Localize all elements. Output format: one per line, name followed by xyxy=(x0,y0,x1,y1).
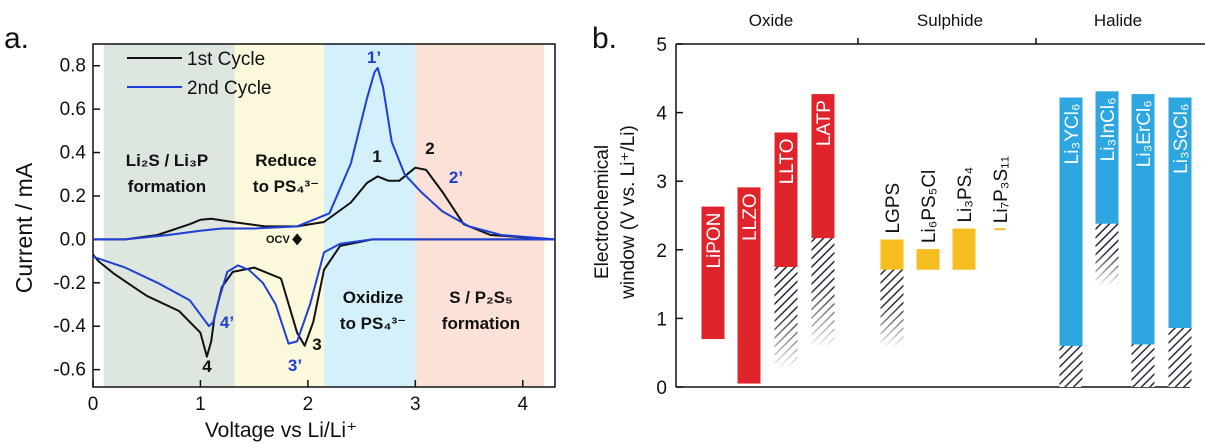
y-tick-label: 0.4 xyxy=(60,143,87,164)
y-tick-label: 3 xyxy=(656,172,667,193)
region-label-oxidize: Oxidize xyxy=(343,288,403,307)
x-tick-label: 3 xyxy=(410,394,421,415)
peak-label-4: 4 xyxy=(202,357,212,376)
region-label-formation-1: formation xyxy=(128,177,206,196)
y-axis-title: Current / mA xyxy=(11,162,37,293)
bar-label-1: LLZO xyxy=(740,193,761,241)
bar-label-6: Li₃PS₄ xyxy=(955,167,976,223)
y-tick-label: 0.2 xyxy=(60,186,86,207)
bar-11-hatch xyxy=(1168,328,1192,387)
y-tick-label: 0.6 xyxy=(60,99,86,120)
region-band-2 xyxy=(234,44,324,387)
ocv-marker xyxy=(292,233,303,246)
y-tick-label: 1 xyxy=(656,309,667,330)
y-tick-label: 0.8 xyxy=(60,56,86,77)
y-tick-label: -0.2 xyxy=(53,273,86,294)
legend-label-1st-cycle: 1st Cycle xyxy=(187,49,265,70)
window-bars: LiPON LLZO LLTO LATP LGPS Li₆PS₅Cl Li₃PS₄ Li₇P₃… xyxy=(701,91,1192,388)
bar-label-0: LiPON xyxy=(704,213,725,269)
y-tick-label: 0.0 xyxy=(60,229,86,250)
bar-3-fade xyxy=(810,238,836,347)
panel-a-axes: 0 1 2 3 4 0.8 0.6 0.4 0.2 0.0 -0.2 -0.4 -0.6 xyxy=(53,43,556,415)
bar-1-solid xyxy=(737,187,761,384)
group-header-halide: Halide xyxy=(1094,11,1142,30)
bar-label-5: Li₆PS₅Cl xyxy=(919,170,940,243)
region-label-s-p2s5: S / P₂S₅ xyxy=(449,288,513,307)
bar-8-solid xyxy=(1059,97,1083,388)
bar-10-solid xyxy=(1131,94,1155,387)
region-label-formation-2: formation xyxy=(442,314,520,333)
group-header-oxide: Oxide xyxy=(749,11,793,30)
y-tick-label: 2 xyxy=(656,241,667,262)
bar-4-fade xyxy=(879,269,905,347)
bar-0-solid xyxy=(701,206,725,339)
panel-b-axes: 0 1 2 3 4 5 xyxy=(656,35,1205,399)
group-headers: Oxide Sulphide Halide xyxy=(749,11,1142,30)
region-labels: Li₂S / Li₃P formation Reduce to PS₄³⁻ Ox… xyxy=(126,151,520,333)
bar-label-3: LATP xyxy=(814,100,835,146)
peak-label-1-prime: 1’ xyxy=(367,48,381,67)
bar-6-solid xyxy=(952,228,976,270)
region-shading xyxy=(103,44,545,387)
peak-label-4-prime: 4’ xyxy=(220,313,234,332)
bar-5-solid xyxy=(916,249,940,270)
bar-label-7: Li₇P₃S₁₁ xyxy=(991,156,1012,223)
bar-9-fade xyxy=(1094,223,1120,286)
ocv-label: OCV xyxy=(266,234,291,246)
bar-label-4: LGPS xyxy=(883,183,904,234)
panel-a: a. 0 1 2 3 4 0.8 0.6 0.4 0.2 0.0 -0.2 -0.4 -0.6 Li₂S… xyxy=(4,22,556,442)
plot-frame xyxy=(92,43,556,388)
region-label-to-ps4-reduce: to PS₄³⁻ xyxy=(253,177,319,196)
cv-curves xyxy=(92,66,556,358)
legend-label-2nd-cycle: 2nd Cycle xyxy=(187,78,272,99)
y-tick-label: 4 xyxy=(656,104,667,125)
bar-2-fade xyxy=(773,266,799,368)
bar-8-hatch xyxy=(1059,345,1083,387)
y-tick-label: 5 xyxy=(656,35,667,56)
region-band-4 xyxy=(415,44,545,387)
y-tick-label: -0.6 xyxy=(53,360,86,381)
y-axis-title-line2: window (V vs. Li⁺/Li) xyxy=(618,125,639,300)
x-tick-label: 1 xyxy=(195,394,206,415)
region-label-to-ps4-oxidize: to PS₄³⁻ xyxy=(340,314,406,333)
bar-label-8: Li₃YCl₆ xyxy=(1062,104,1083,165)
bar-label-11: Li₃ScCl₆ xyxy=(1171,104,1192,174)
peak-label-3: 3 xyxy=(312,335,321,354)
x-axis-title: Voltage vs Li/Li⁺ xyxy=(205,419,357,442)
legend: 1st Cycle 2nd Cycle xyxy=(127,49,272,99)
panel-b-label: b. xyxy=(592,22,617,55)
x-tick-label: 2 xyxy=(303,394,314,415)
region-label-li2s-li3p: Li₂S / Li₃P xyxy=(126,151,208,170)
bar-label-9: Li₃InCl₆ xyxy=(1098,97,1119,161)
peak-label-3-prime: 3’ xyxy=(288,356,302,375)
x-tick-label: 0 xyxy=(88,394,99,415)
x-tick-label: 4 xyxy=(517,394,528,415)
peak-label-2: 2 xyxy=(425,139,434,158)
y-tick-label: -0.4 xyxy=(53,316,86,337)
cv-line-2nd-cycle xyxy=(92,66,556,345)
region-label-reduce: Reduce xyxy=(255,151,316,170)
group-header-sulphide: Sulphide xyxy=(917,11,983,30)
panel-a-label: a. xyxy=(4,22,29,55)
peak-label-2-prime: 2’ xyxy=(449,168,463,187)
y-tick-label: 0 xyxy=(656,378,667,399)
bar-label-2: LLTO xyxy=(777,138,798,184)
y-axis-title-line1: Electrochemical xyxy=(592,145,613,279)
region-band-3 xyxy=(324,44,416,387)
bar-11-solid xyxy=(1168,97,1192,388)
bar-10-hatch xyxy=(1131,344,1155,387)
peak-labels: 1 2 3 4 1’ 2’ 3’ 4’ xyxy=(202,48,463,376)
peak-label-1: 1 xyxy=(372,147,381,166)
bar-label-10: Li₃ErCl₆ xyxy=(1134,100,1155,167)
